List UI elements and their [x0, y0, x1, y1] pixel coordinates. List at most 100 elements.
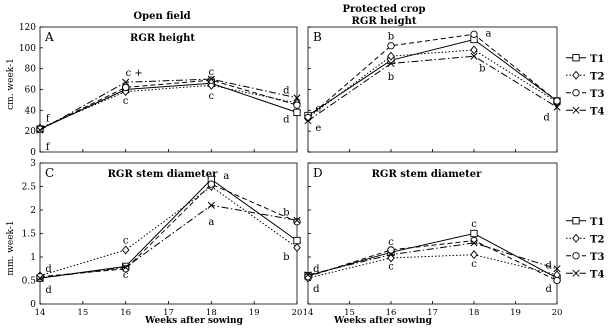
legend-marker [572, 269, 580, 277]
data-point [387, 51, 395, 61]
significance-letter: c [123, 96, 129, 107]
series-line [307, 55, 558, 122]
data-point [36, 126, 44, 134]
panel-letter: C [45, 166, 54, 180]
y-tick-label: 0.5 [22, 277, 37, 287]
legend-marker [572, 89, 580, 97]
data-point [293, 236, 301, 245]
significance-letter: a [223, 171, 229, 182]
x-tick-label: 20 [292, 308, 303, 318]
y-tick-label: 80 [25, 65, 37, 75]
data-point [293, 101, 301, 109]
legend-marker [572, 252, 580, 260]
x-tick-label: 18 [206, 308, 217, 318]
data-point [207, 80, 216, 90]
significance-letter: c [123, 270, 129, 281]
legend-label: T1 [590, 217, 604, 228]
data-point [470, 229, 478, 238]
panel-c: 0 0.5 1 1.5 2 2.5 3 14 15 16 17 18 19 20 C RGR stem dia… [22, 159, 303, 318]
data-point [304, 117, 312, 125]
significance-letter: d [283, 115, 290, 126]
data-point [470, 239, 478, 247]
y-tick-label: 0 [30, 300, 36, 310]
series-line [307, 254, 558, 279]
series-t4 [304, 239, 561, 279]
significance-letter: d [313, 264, 320, 275]
significance-letter: c [388, 237, 394, 248]
series-line [39, 84, 298, 129]
significance-letter: a [486, 28, 492, 39]
data-point [293, 216, 301, 224]
significance-letter: d [45, 285, 52, 296]
protected-crop-header: Protected crop [342, 4, 425, 15]
data-point [121, 245, 130, 255]
x-tick-label: 20 [552, 308, 563, 318]
legend-label: T4 [590, 106, 604, 117]
series-line [307, 38, 558, 116]
data-point [36, 125, 44, 133]
y-axis-title-bottom: mm. week-1 [6, 220, 16, 275]
significance-letter: c [209, 91, 215, 102]
y-tick-label: 2 [30, 206, 36, 216]
series-line [307, 33, 558, 118]
series-line [39, 178, 298, 279]
legend-marker [572, 106, 580, 114]
data-point [553, 276, 561, 285]
series-t1 [36, 175, 301, 282]
significance-letter: d [283, 86, 290, 97]
series-t4 [304, 52, 561, 125]
panel-title: RGR height [130, 33, 195, 44]
data-point [387, 246, 395, 254]
series-line [39, 82, 298, 130]
data-point [304, 273, 312, 281]
significance-letter: d [45, 264, 52, 275]
panel-title: RGR stem diameter [372, 169, 483, 180]
plot-frame [307, 162, 558, 305]
protected-crop-subheader: RGR height [352, 16, 417, 27]
series-line [39, 185, 298, 277]
significance-letter: c [471, 219, 477, 230]
significance-letter: c + [126, 68, 143, 79]
significance-letter: b [479, 64, 485, 75]
legend-label: T1 [590, 54, 604, 65]
y-tick-label: 2.5 [22, 183, 37, 193]
significance-letter: b [388, 31, 394, 42]
y-tick-label: 100 [19, 44, 36, 54]
significance-letter: a [208, 217, 214, 228]
series-line [39, 183, 298, 278]
y-tick-label: 3 [30, 159, 36, 169]
x-tick-label: 19 [249, 308, 260, 318]
panel-letter: A [44, 30, 54, 44]
x-tick-label: 16 [386, 308, 397, 318]
y-tick-label: 1.5 [22, 230, 37, 240]
data-point [207, 76, 215, 84]
significance-letter: d [545, 260, 552, 271]
significance-letter: b [388, 72, 394, 83]
significance-letter: f [46, 142, 51, 153]
panel-a: 0 20 40 60 80 100 120 A RGR height f f c + c c c d d [19, 23, 301, 158]
data-point [470, 45, 478, 55]
x-tick-label: 14 [35, 308, 46, 318]
x-tick-label: 16 [120, 308, 131, 318]
data-point [293, 94, 301, 102]
series-t2 [304, 45, 561, 123]
significance-letter: b [283, 207, 289, 218]
legend-marker [572, 233, 580, 243]
data-point [293, 218, 301, 226]
significance-letter: c [123, 236, 129, 247]
x-tick-label: 19 [510, 308, 521, 318]
data-point [122, 78, 130, 86]
series-t2 [304, 250, 561, 283]
legend-label: T4 [590, 269, 604, 280]
legend-top: T1 T2 T3 T4 [566, 54, 604, 117]
legend-label: T3 [590, 252, 604, 263]
y-tick-label: 120 [19, 23, 36, 33]
data-point [207, 180, 215, 188]
panel-letter: B [313, 30, 322, 44]
series-t3 [304, 30, 561, 122]
panel-letter: D [313, 166, 323, 180]
series-line [307, 49, 558, 119]
data-point [553, 103, 561, 111]
data-point [122, 83, 130, 92]
